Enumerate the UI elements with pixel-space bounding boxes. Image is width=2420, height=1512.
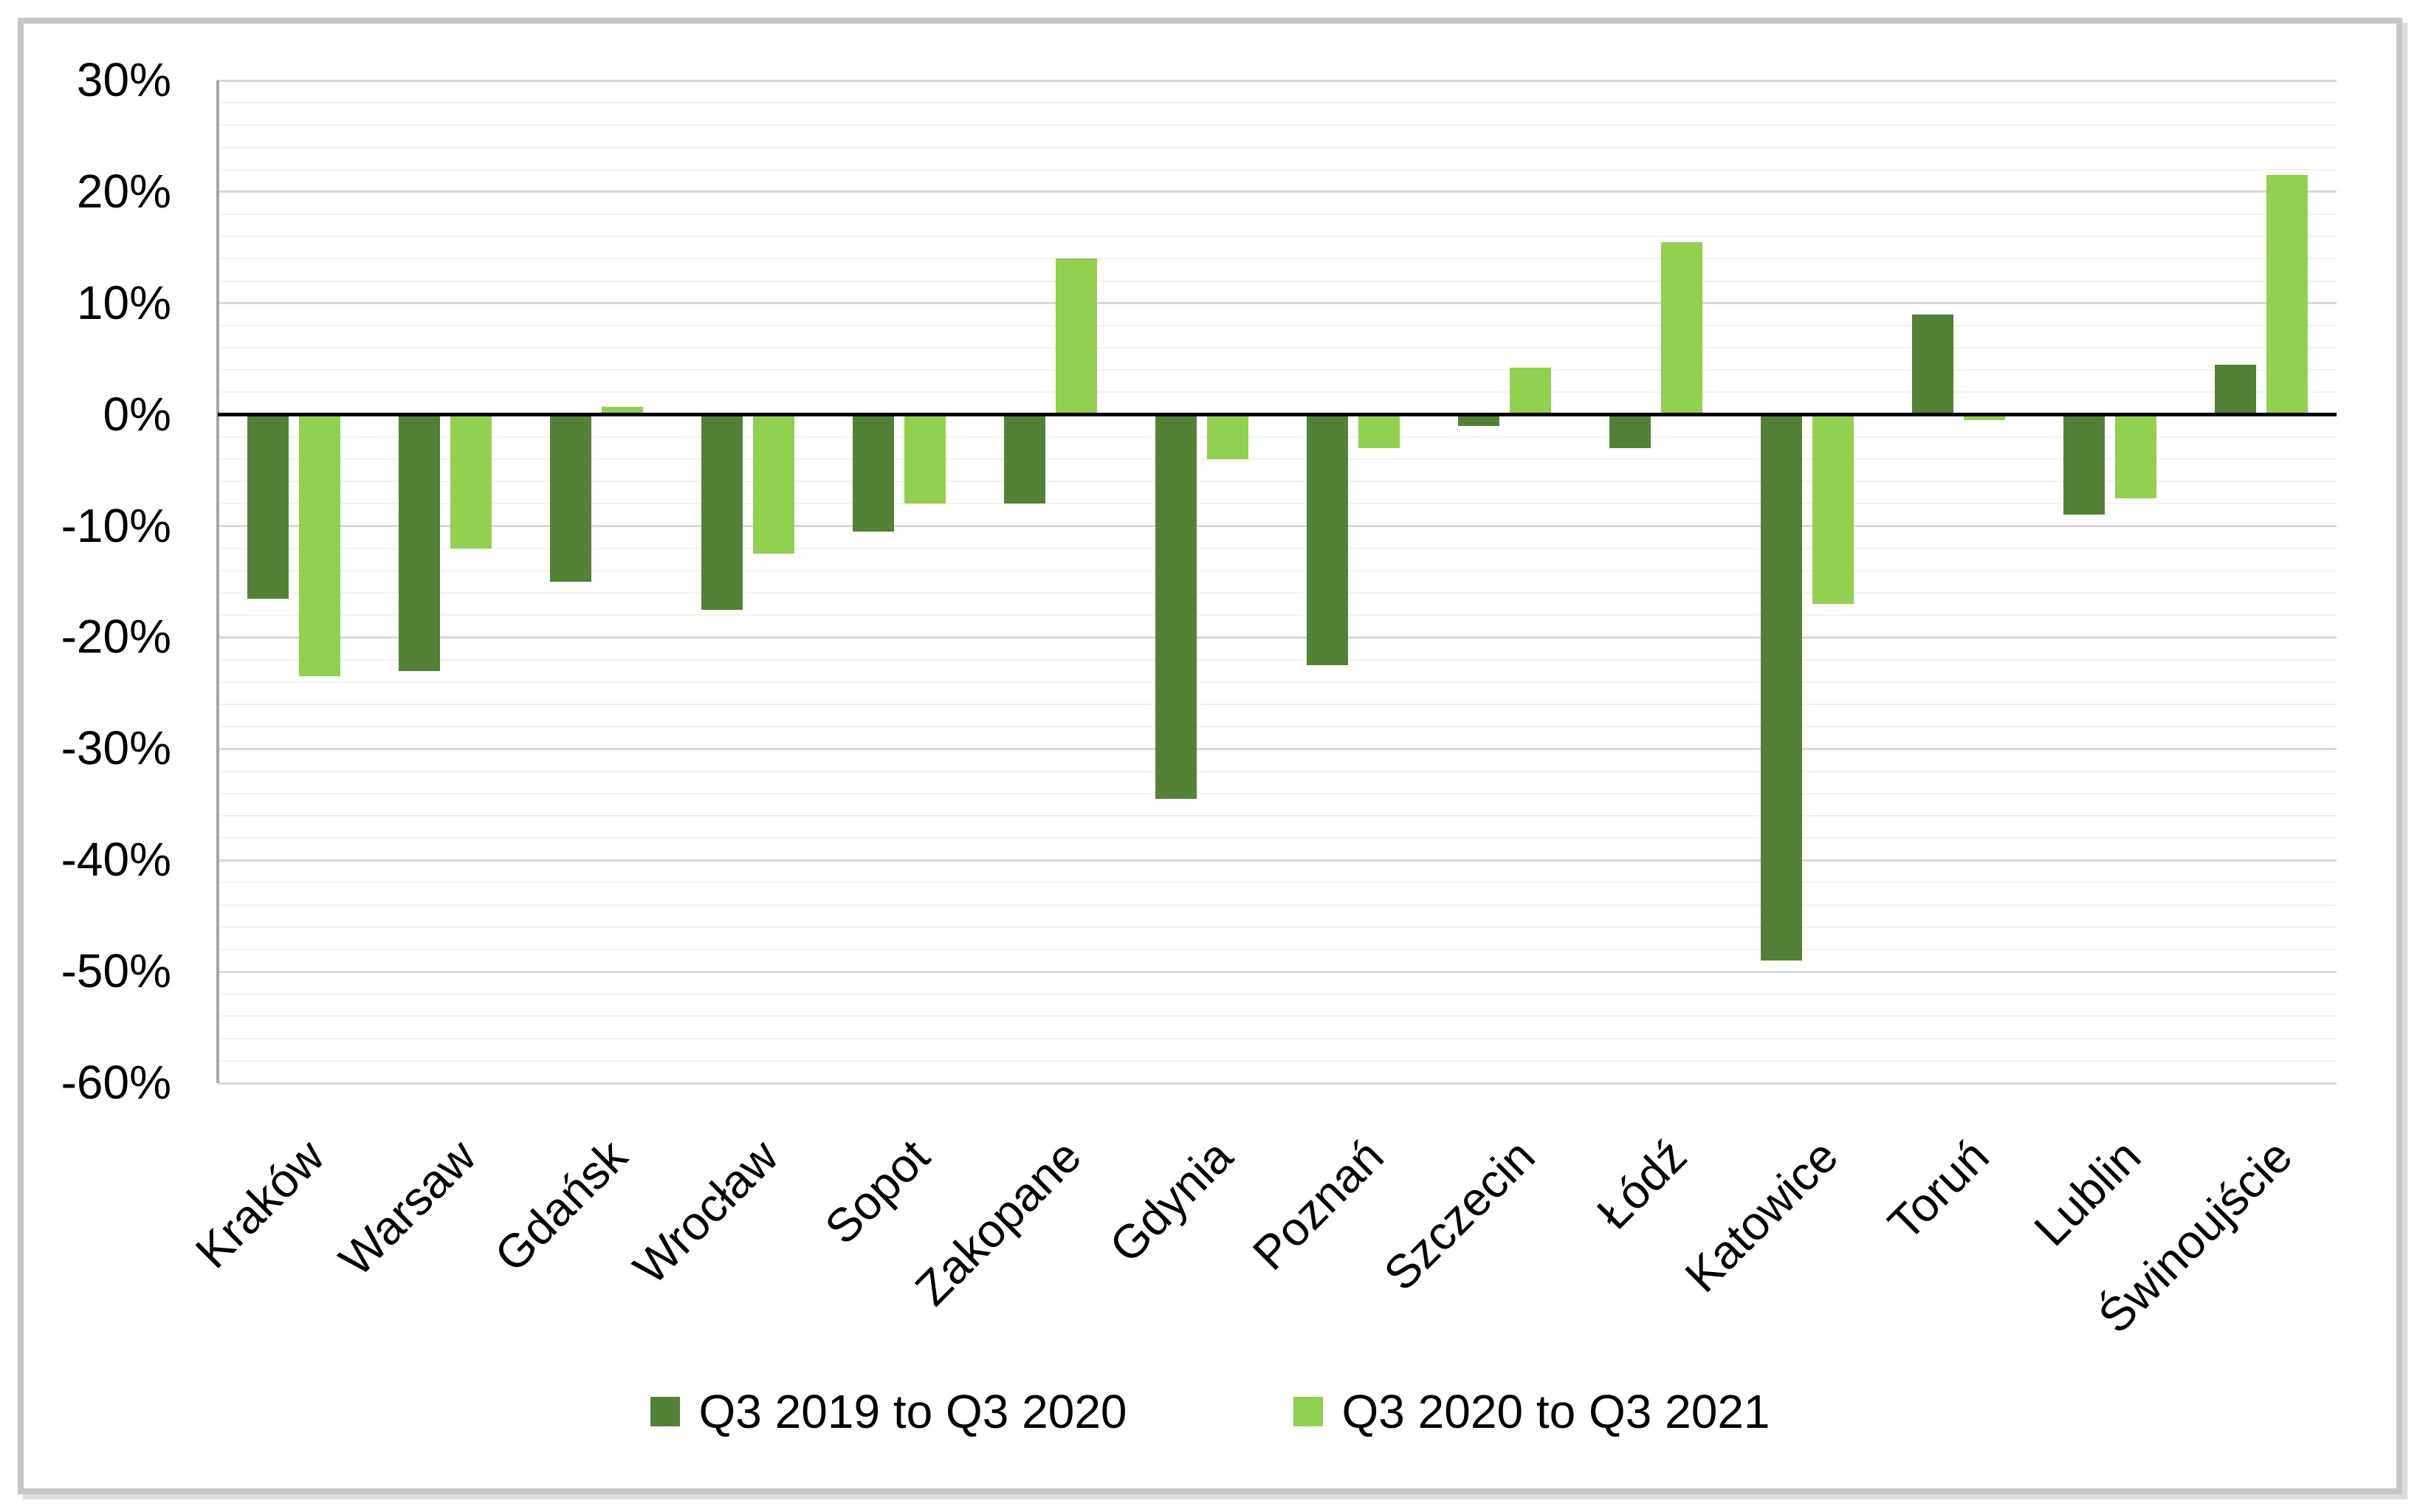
major-gridline: [218, 636, 2337, 639]
minor-gridline: [218, 213, 2337, 216]
minor-gridline: [218, 236, 2337, 238]
major-gridline: [218, 525, 2337, 528]
minor-gridline: [218, 258, 2337, 260]
minor-gridline: [218, 458, 2337, 461]
bar-lublin-series-1: [2063, 414, 2105, 515]
y-axis-line: [216, 80, 219, 1083]
minor-gridline: [218, 324, 2337, 326]
legend-item-series-1: Q3 2019 to Q3 2020: [650, 1385, 1127, 1438]
minor-gridline: [218, 102, 2337, 104]
legend: Q3 2019 to Q3 2020 Q3 2020 to Q3 2021: [0, 1385, 2420, 1438]
bar-sopot-series-2: [904, 414, 946, 504]
minor-gridline: [218, 770, 2337, 772]
bar-zakopane-series-2: [1055, 258, 1097, 415]
minor-gridline: [218, 837, 2337, 839]
y-tick-label: -10%: [61, 498, 171, 552]
minor-gridline: [218, 280, 2337, 282]
bar-zakopane-series-1: [1003, 414, 1045, 504]
bar-lublin-series-2: [2114, 414, 2156, 498]
minor-gridline: [218, 681, 2337, 683]
y-tick-label: -60%: [61, 1056, 171, 1109]
major-gridline: [218, 190, 2337, 193]
y-tick-label: 0%: [103, 387, 172, 441]
minor-gridline: [218, 703, 2337, 705]
minor-gridline: [218, 659, 2337, 661]
major-gridline: [218, 79, 2337, 82]
minor-gridline: [218, 369, 2337, 371]
y-tick-label: 10%: [76, 275, 171, 329]
zero-axis-line: [218, 413, 2337, 417]
bar-gdynia-series-2: [1206, 414, 1248, 459]
major-gridline: [218, 1082, 2337, 1085]
bar-warsaw-series-1: [398, 414, 440, 671]
legend-label-series-1: Q3 2019 to Q3 2020: [698, 1385, 1127, 1438]
minor-gridline: [218, 481, 2337, 483]
legend-swatch-light-green: [1293, 1397, 1323, 1426]
bar-wrocław-series-1: [701, 414, 743, 610]
plot-area: [218, 79, 2337, 1085]
minor-gridline: [218, 168, 2337, 171]
bar-toruń-series-1: [1911, 314, 1953, 415]
bar-warsaw-series-2: [450, 414, 492, 549]
bar-świnoujście-series-2: [2266, 175, 2308, 415]
bar-gdańsk-series-1: [549, 414, 591, 582]
bar-kraków-series-2: [298, 414, 340, 677]
y-tick-label: 30%: [76, 53, 171, 106]
bar-katowice-series-2: [1812, 414, 1854, 605]
minor-gridline: [218, 792, 2337, 794]
y-tick-label: -40%: [61, 833, 171, 887]
bar-świnoujście-series-1: [2214, 364, 2256, 415]
bar-sopot-series-1: [852, 414, 894, 532]
bar-szczecin-series-2: [1509, 368, 1551, 415]
minor-gridline: [218, 347, 2337, 349]
legend-swatch-dark-green: [650, 1397, 680, 1426]
y-tick-label: -30%: [61, 721, 171, 775]
bar-szczecin-series-1: [1457, 414, 1499, 426]
minor-gridline: [218, 592, 2337, 594]
bar-łódź-series-2: [1660, 241, 1702, 415]
minor-gridline: [218, 1059, 2337, 1062]
bar-wrocław-series-2: [752, 414, 794, 554]
y-tick-label: -50%: [61, 944, 171, 998]
minor-gridline: [218, 1037, 2337, 1040]
bar-toruń-series-2: [1963, 414, 2005, 421]
legend-label-series-2: Q3 2020 to Q3 2021: [1341, 1385, 1770, 1438]
minor-gridline: [218, 1015, 2337, 1017]
minor-gridline: [218, 904, 2337, 906]
minor-gridline: [218, 569, 2337, 571]
legend-item-series-2: Q3 2020 to Q3 2021: [1293, 1385, 1770, 1438]
minor-gridline: [218, 124, 2337, 126]
y-tick-label: -20%: [61, 610, 171, 664]
major-gridline: [218, 970, 2337, 973]
minor-gridline: [218, 146, 2337, 148]
major-gridline: [218, 859, 2337, 862]
bar-gdańsk-series-2: [601, 407, 643, 415]
minor-gridline: [218, 436, 2337, 438]
minor-gridline: [218, 614, 2337, 616]
bar-poznań-series-1: [1306, 414, 1348, 666]
minor-gridline: [218, 926, 2337, 928]
minor-gridline: [218, 547, 2337, 549]
y-tick-label: 20%: [76, 164, 171, 218]
minor-gridline: [218, 882, 2337, 884]
major-gridline: [218, 747, 2337, 750]
minor-gridline: [218, 391, 2337, 394]
bar-łódź-series-1: [1609, 414, 1651, 448]
bar-katowice-series-1: [1760, 414, 1802, 961]
minor-gridline: [218, 993, 2337, 995]
major-gridline: [218, 302, 2337, 305]
minor-gridline: [218, 948, 2337, 950]
bar-gdynia-series-1: [1155, 414, 1197, 800]
bar-kraków-series-1: [247, 414, 289, 599]
minor-gridline: [218, 726, 2337, 728]
minor-gridline: [218, 814, 2337, 817]
minor-gridline: [218, 503, 2337, 505]
bar-poznań-series-2: [1358, 414, 1400, 448]
